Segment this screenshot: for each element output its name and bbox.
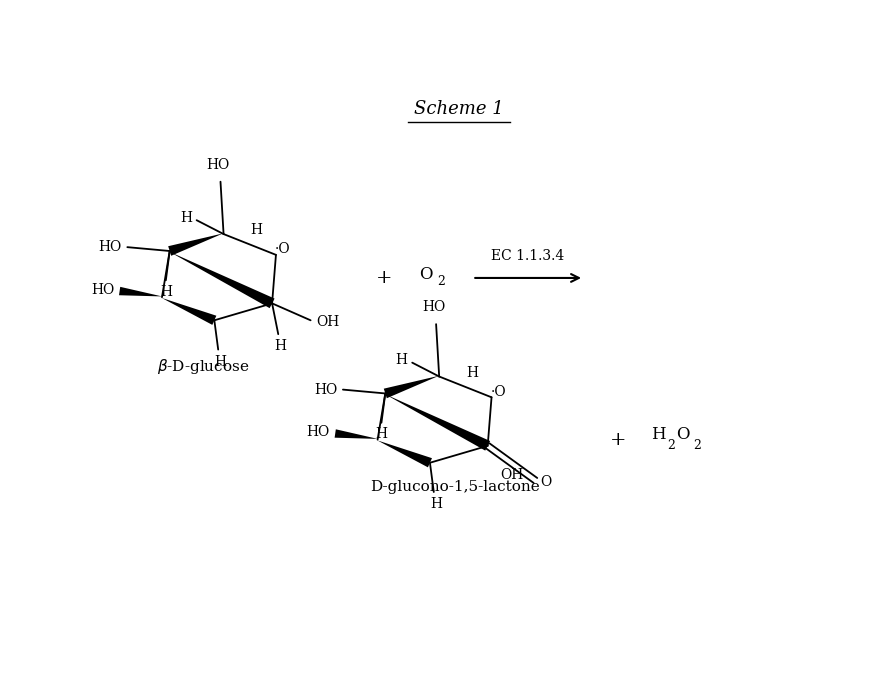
- Text: HO: HO: [91, 282, 115, 296]
- Text: H: H: [180, 211, 192, 225]
- Text: H: H: [274, 339, 287, 353]
- Polygon shape: [383, 376, 439, 398]
- Text: H: H: [214, 355, 227, 369]
- Text: +: +: [375, 269, 392, 287]
- Text: O: O: [676, 426, 690, 443]
- Text: +: +: [610, 430, 627, 449]
- Text: HO: HO: [306, 425, 330, 439]
- Text: 2: 2: [694, 439, 701, 452]
- Polygon shape: [377, 441, 432, 467]
- Text: H: H: [430, 497, 442, 511]
- Text: HO: HO: [422, 300, 445, 314]
- Text: 2: 2: [667, 439, 675, 452]
- Polygon shape: [385, 394, 490, 451]
- Text: HO: HO: [314, 383, 338, 396]
- Text: HO: HO: [207, 158, 229, 172]
- Text: HO: HO: [99, 240, 122, 254]
- Text: H: H: [375, 427, 387, 441]
- Text: H: H: [466, 366, 478, 379]
- Text: ·O: ·O: [491, 385, 506, 399]
- Text: ·O: ·O: [275, 243, 290, 256]
- Polygon shape: [161, 298, 216, 325]
- Polygon shape: [168, 233, 223, 256]
- Text: H: H: [251, 223, 263, 237]
- Text: Scheme 1: Scheme 1: [414, 99, 504, 118]
- Polygon shape: [169, 252, 274, 308]
- Text: 2: 2: [436, 275, 444, 288]
- Text: OH: OH: [501, 468, 524, 482]
- Polygon shape: [334, 429, 378, 439]
- Text: D-glucono-1,5-lactone: D-glucono-1,5-lactone: [370, 480, 539, 494]
- Text: O: O: [419, 266, 433, 283]
- Text: H: H: [651, 426, 666, 443]
- Text: H: H: [159, 285, 172, 299]
- Polygon shape: [119, 287, 162, 296]
- Text: O: O: [540, 475, 552, 489]
- Text: $\beta$-D-glucose: $\beta$-D-glucose: [157, 357, 249, 376]
- Text: H: H: [395, 354, 408, 367]
- Text: OH: OH: [316, 315, 340, 329]
- Text: EC 1.1.3.4: EC 1.1.3.4: [492, 250, 564, 263]
